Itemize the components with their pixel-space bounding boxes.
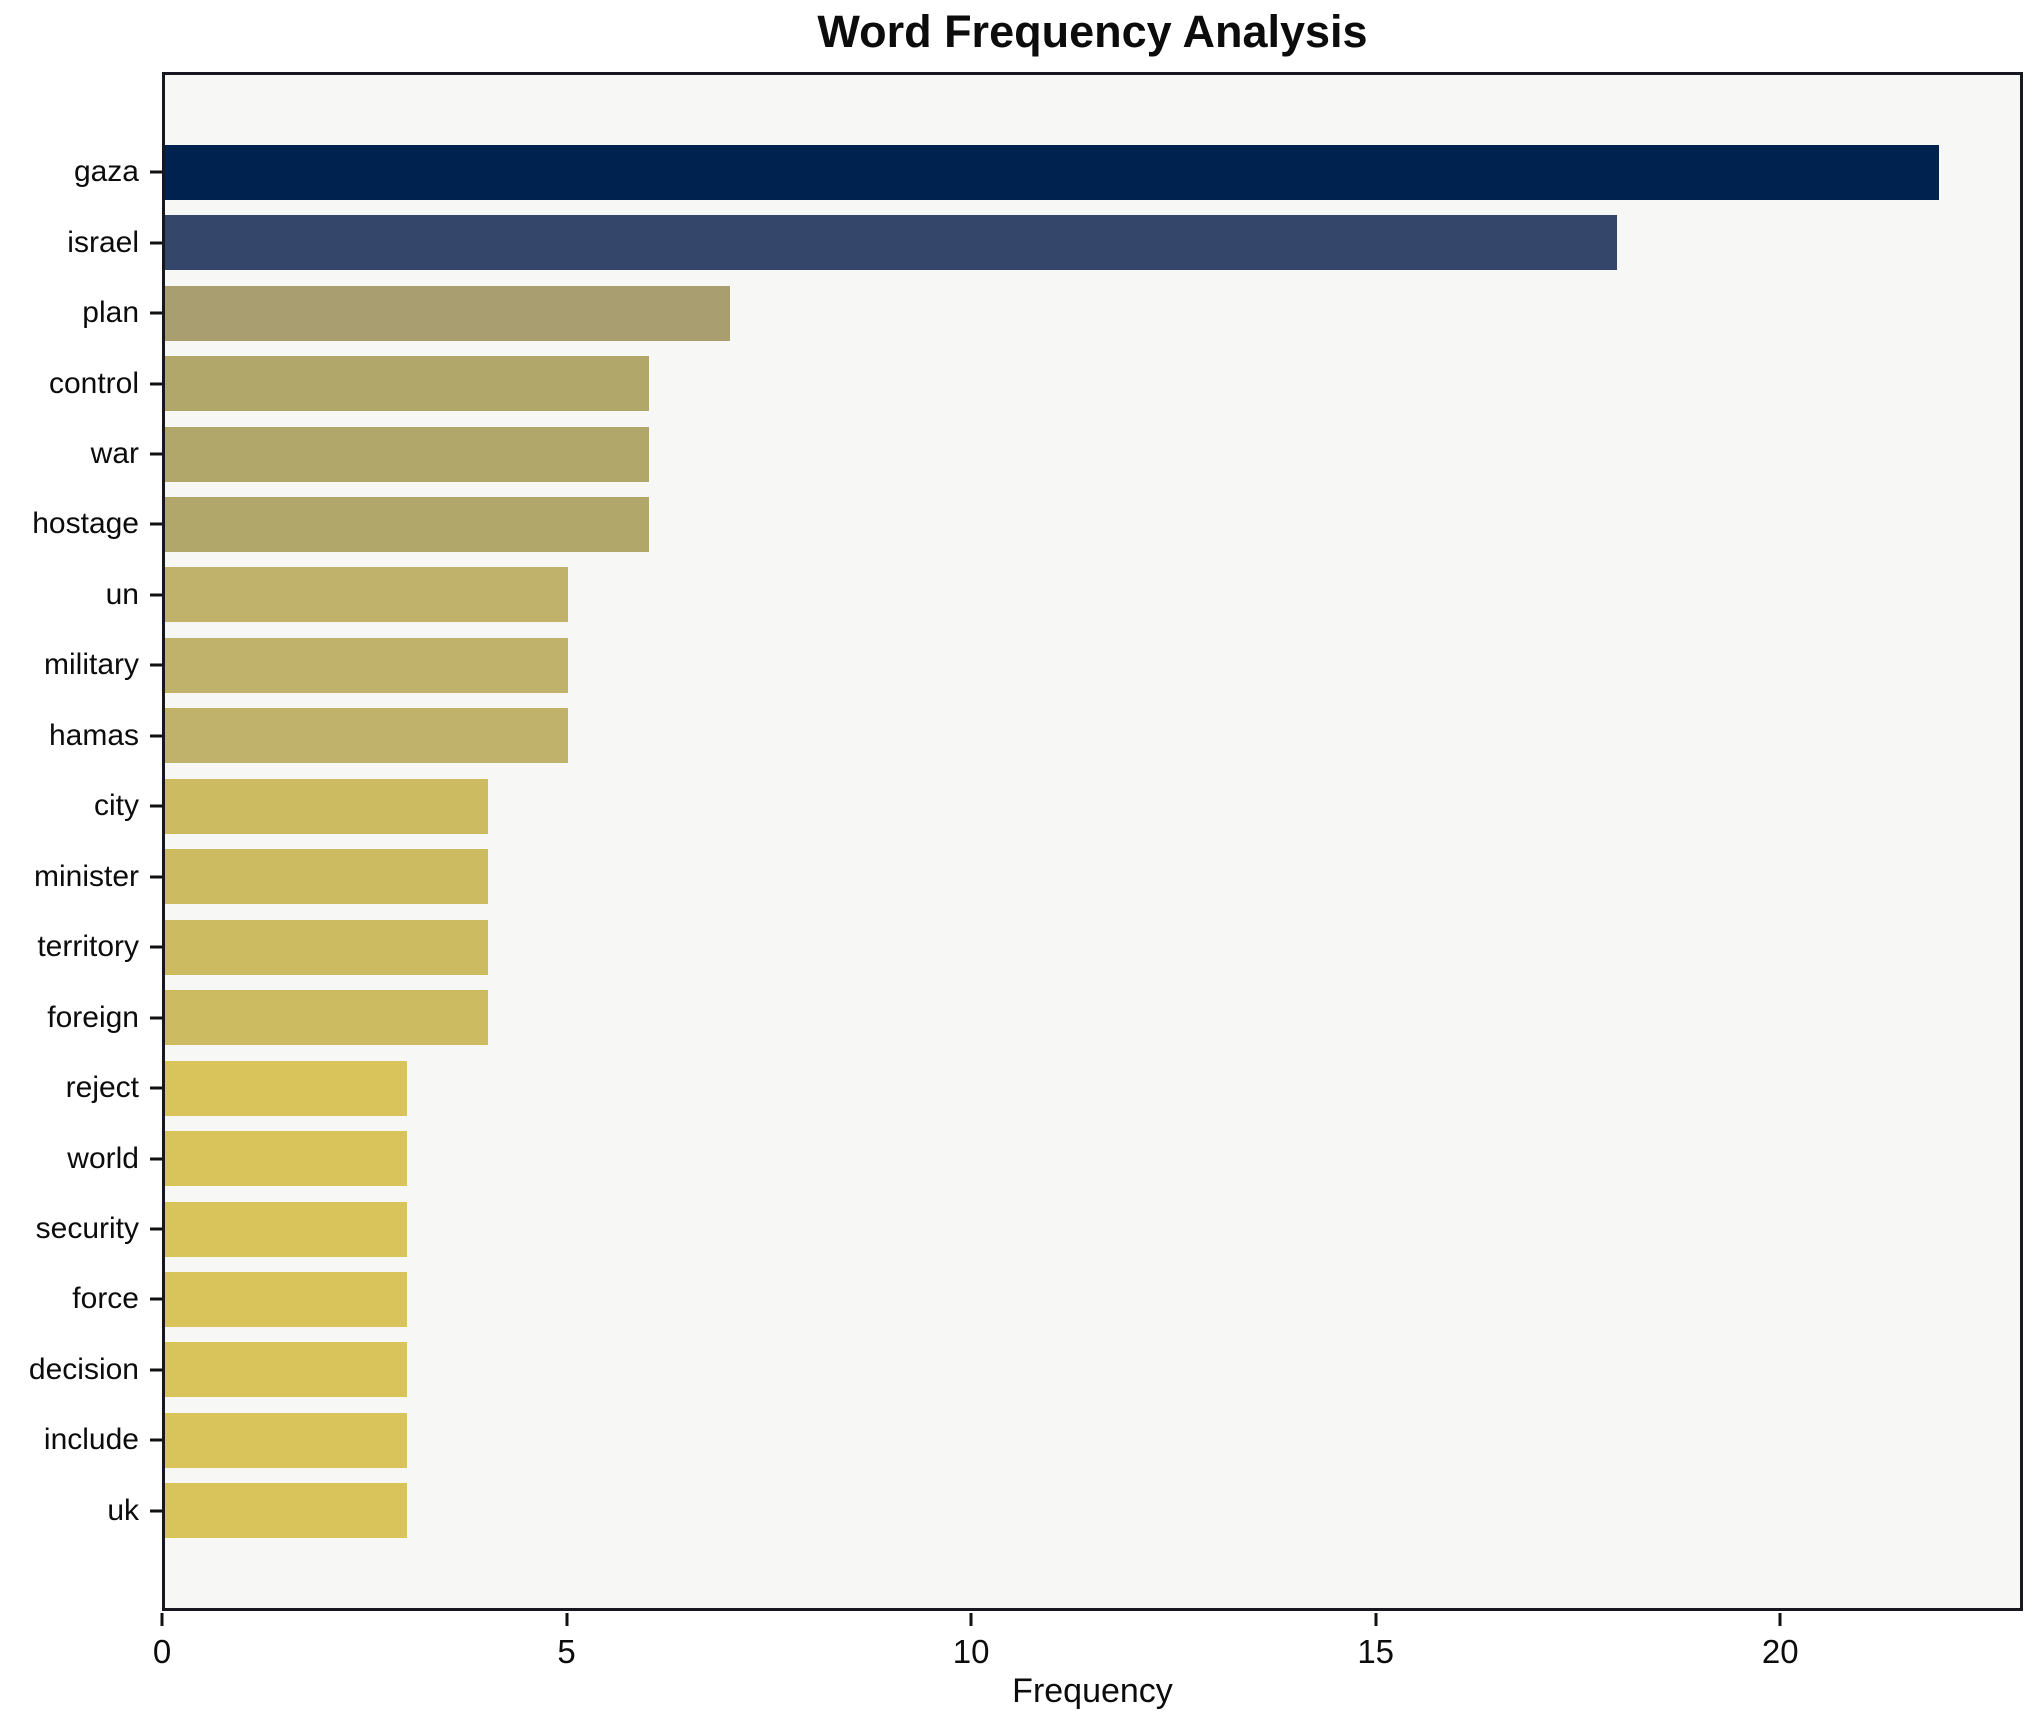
y-axis-tick	[150, 663, 162, 667]
y-axis-tick	[150, 593, 162, 597]
bar-row: territory	[37, 912, 2020, 982]
y-tick-label: hamas	[48, 718, 139, 752]
x-axis-label: Frequency	[1012, 1672, 1173, 1710]
frequency-bar	[165, 215, 1617, 271]
y-tick-label: security	[35, 1212, 139, 1246]
y-tick-label: un	[105, 577, 139, 611]
bar-row: israel	[67, 207, 2020, 277]
y-tick-label: control	[48, 366, 139, 400]
frequency-bar	[165, 1412, 407, 1468]
y-tick-label: uk	[107, 1493, 139, 1527]
frequency-bar	[165, 356, 649, 412]
y-tick-label: decision	[28, 1352, 139, 1386]
y-axis-tick	[150, 382, 162, 386]
frequency-bar	[165, 1342, 407, 1398]
bar-row: city	[94, 771, 2020, 841]
y-axis-tick	[150, 452, 162, 456]
bar-row: force	[72, 1264, 2020, 1334]
x-tick-label: 0	[152, 1633, 172, 1670]
frequency-bar	[165, 1483, 407, 1539]
frequency-bar	[165, 849, 488, 905]
y-tick-label: plan	[82, 296, 139, 330]
y-axis-tick	[150, 522, 162, 526]
y-axis-tick	[150, 945, 162, 949]
bar-row: control	[49, 348, 2020, 418]
frequency-bar	[165, 1131, 407, 1187]
y-axis-tick	[150, 1157, 162, 1161]
bar-row: decision	[29, 1335, 2020, 1405]
y-axis-tick	[150, 1297, 162, 1301]
frequency-bar	[165, 1060, 407, 1116]
y-axis-tick	[150, 170, 162, 174]
x-axis-tick-mark	[565, 1613, 569, 1626]
frequency-bar	[165, 778, 488, 834]
frequency-bar	[165, 497, 649, 552]
y-axis-tick	[150, 875, 162, 879]
frequency-bar	[165, 426, 649, 482]
x-tick-label: 10	[952, 1633, 990, 1670]
bar-row: hamas	[49, 701, 2020, 771]
y-tick-label: minister	[33, 859, 139, 893]
bar-row: reject	[66, 1053, 2020, 1123]
bar-row: include	[44, 1405, 2020, 1475]
y-axis-tick	[150, 1368, 162, 1372]
frequency-bar	[165, 919, 488, 975]
frequency-bar	[165, 637, 569, 693]
frequency-bar	[165, 990, 488, 1046]
frequency-bar	[165, 1201, 407, 1257]
y-tick-label: gaza	[73, 155, 139, 189]
bar-row: military	[44, 630, 2020, 700]
frequency-bar	[165, 1272, 407, 1327]
y-axis-tick	[150, 804, 162, 808]
frequency-bar	[165, 144, 1940, 200]
x-tick-label: 5	[557, 1633, 576, 1670]
bar-row: un	[106, 560, 2020, 630]
frequency-bar	[165, 285, 730, 341]
bar-row: plan	[82, 278, 2020, 348]
y-axis-tick	[150, 241, 162, 245]
bar-row: war	[91, 419, 2020, 489]
y-axis-tick	[150, 1086, 162, 1090]
y-axis-tick	[150, 1509, 162, 1513]
plot-area: gaza israel plan control war hostage un …	[29, 72, 2023, 1611]
y-tick-label: city	[94, 789, 139, 823]
y-tick-label: hostage	[32, 507, 139, 541]
y-tick-label: military	[44, 648, 139, 682]
bar-row: world	[67, 1123, 2020, 1193]
y-tick-label: force	[72, 1282, 139, 1316]
bar-row: minister	[34, 842, 2020, 912]
bars-container: gaza israel plan control war hostage un …	[29, 75, 2020, 1608]
bar-row: foreign	[47, 982, 2020, 1052]
y-tick-label: territory	[37, 930, 139, 964]
y-axis-tick	[150, 311, 162, 315]
x-tick-label: 15	[1357, 1633, 1395, 1670]
y-axis-tick	[150, 1016, 162, 1020]
bar-row: hostage	[32, 489, 2020, 559]
y-axis-tick	[150, 1438, 162, 1442]
frequency-bar	[165, 708, 569, 764]
x-tick-label: 20	[1761, 1633, 1799, 1670]
y-axis-tick	[150, 734, 162, 738]
y-tick-label: israel	[67, 225, 139, 259]
x-axis-tick-mark	[1778, 1613, 1782, 1626]
x-axis-tick-mark	[1374, 1613, 1378, 1626]
bar-row: security	[36, 1194, 2020, 1264]
bar-row: gaza	[74, 137, 2020, 207]
bar-row: uk	[107, 1476, 2020, 1546]
y-tick-label: include	[43, 1423, 139, 1457]
frequency-bar	[165, 567, 569, 623]
x-axis-tick-mark	[969, 1613, 973, 1626]
y-tick-label: war	[90, 437, 139, 471]
chart-title: Word Frequency Analysis	[817, 6, 1368, 57]
y-tick-label: world	[67, 1141, 139, 1175]
y-axis-tick	[150, 1227, 162, 1231]
x-axis-tick-mark	[160, 1613, 164, 1626]
y-tick-label: reject	[65, 1071, 139, 1105]
y-tick-label: foreign	[47, 1000, 139, 1034]
